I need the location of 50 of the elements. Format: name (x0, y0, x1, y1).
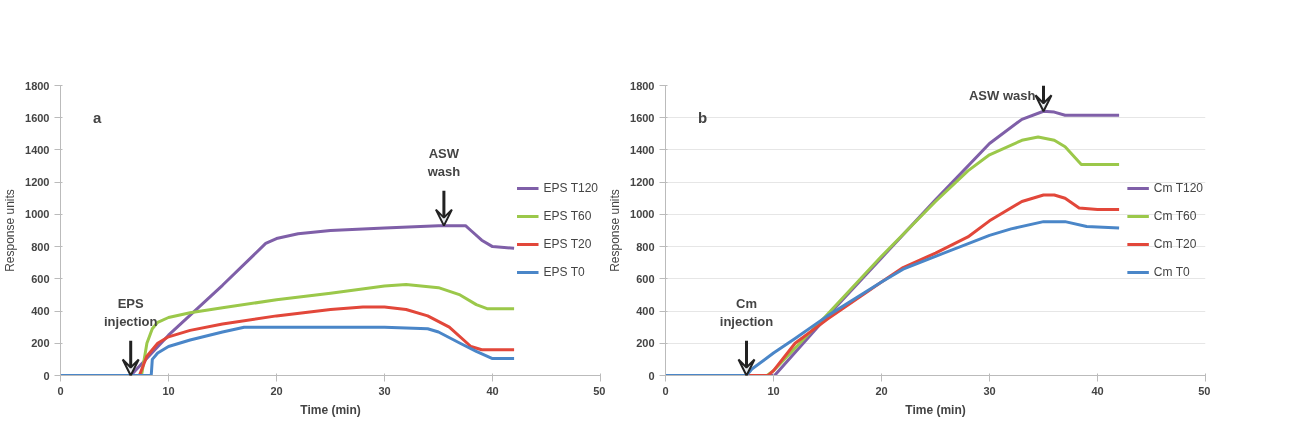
y-axis-title: Response units (608, 189, 623, 272)
x-tick-label: 20 (270, 384, 283, 397)
legend-label: EPS T20 (543, 237, 592, 251)
y-tick-label: 0 (43, 369, 50, 382)
x-tick-label: 30 (378, 384, 391, 397)
y-axis-title: Response units (3, 189, 18, 272)
annotation: EPS injection (103, 296, 158, 330)
y-tick-label: 800 (636, 240, 655, 253)
annotation: b (697, 109, 708, 127)
x-tick-label: 0 (662, 384, 669, 397)
legend-label: EPS T120 (543, 181, 598, 195)
y-tick-label: 1600 (630, 111, 655, 124)
y-tick-label: 200 (31, 337, 50, 350)
annotation: Cm injection (719, 296, 774, 330)
y-tick-label: 1000 (25, 208, 50, 221)
legend-label: Cm T0 (1153, 265, 1190, 279)
y-tick-label: 1600 (25, 111, 50, 124)
legend-label: EPS T60 (543, 209, 592, 223)
legend-label: Cm T20 (1153, 237, 1197, 251)
annotation: ASW wash (426, 146, 461, 180)
y-tick-label: 1200 (630, 176, 655, 189)
annotation: a (92, 109, 102, 127)
y-tick-label: 400 (636, 305, 655, 318)
x-tick-label: 0 (57, 384, 64, 397)
y-tick-label: 1400 (25, 143, 50, 156)
x-tick-label: 50 (593, 384, 606, 397)
y-tick-label: 1800 (25, 79, 50, 92)
legend-label: Cm T60 (1153, 209, 1197, 223)
annotation: ASW wash (968, 87, 1036, 103)
x-tick-label: 40 (486, 384, 499, 397)
x-axis-title: Time (min) (300, 402, 361, 417)
y-tick-label: 200 (636, 337, 655, 350)
legend-label: EPS T0 (543, 265, 585, 279)
x-axis-title: Time (min) (905, 402, 966, 417)
y-tick-label: 1800 (630, 79, 655, 92)
y-tick-label: 1000 (630, 208, 655, 221)
y-tick-label: 0 (648, 369, 655, 382)
y-tick-label: 1200 (25, 176, 50, 189)
x-tick-label: 10 (767, 384, 780, 397)
x-tick-label: 40 (1091, 384, 1104, 397)
y-tick-label: 600 (636, 272, 655, 285)
y-tick-label: 1400 (630, 143, 655, 156)
y-tick-label: 800 (31, 240, 50, 253)
x-tick-label: 10 (162, 384, 175, 397)
x-tick-label: 50 (1198, 384, 1211, 397)
y-tick-label: 400 (31, 305, 50, 318)
y-tick-label: 600 (31, 272, 50, 285)
legend-label: Cm T120 (1153, 181, 1203, 195)
x-tick-label: 30 (983, 384, 996, 397)
x-tick-label: 20 (875, 384, 888, 397)
